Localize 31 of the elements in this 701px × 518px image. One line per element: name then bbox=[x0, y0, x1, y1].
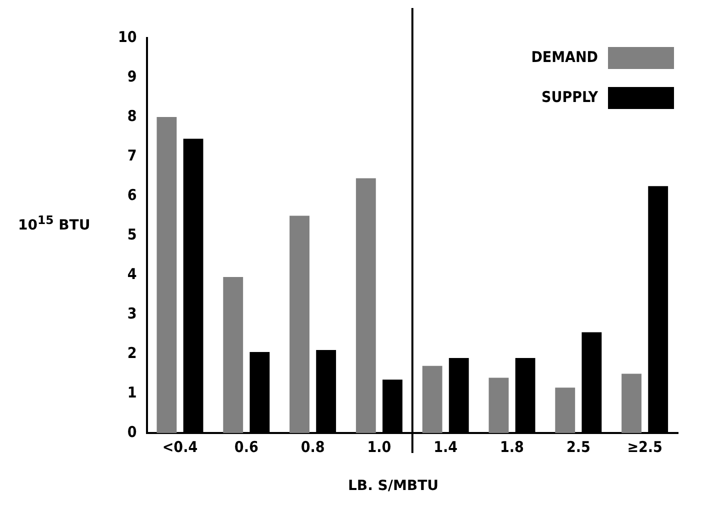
y-tick-label: 2 bbox=[127, 344, 137, 362]
bar bbox=[555, 388, 576, 433]
y-axis-title: 10$^{15}$ BTU bbox=[18, 213, 90, 234]
x-tick-label: 2.5 bbox=[566, 438, 590, 456]
bar bbox=[356, 178, 376, 433]
y-tick-label: 4 bbox=[127, 264, 137, 283]
y-tick-label: 7 bbox=[127, 146, 137, 164]
x-axis-title: LB. S/MBTU bbox=[348, 478, 439, 494]
x-tick-label: 1.0 bbox=[367, 438, 392, 456]
y-tick-label: 8 bbox=[127, 106, 137, 125]
y-tick-label: 9 bbox=[127, 67, 137, 86]
bar bbox=[488, 378, 509, 433]
x-tick-label: <0.4 bbox=[162, 438, 198, 456]
y-tick-label: 3 bbox=[127, 304, 137, 322]
legend-label: SUPPLY bbox=[542, 88, 598, 106]
y-tick-label: 6 bbox=[127, 186, 137, 204]
y-tick-label: 1 bbox=[127, 383, 137, 402]
bar bbox=[422, 366, 442, 433]
x-tick-label: 0.6 bbox=[234, 438, 258, 456]
y-tick-label: 10 bbox=[118, 28, 137, 46]
bar bbox=[290, 216, 310, 433]
x-tick-label: 0.8 bbox=[300, 438, 325, 456]
bar bbox=[223, 276, 244, 433]
bar bbox=[156, 117, 177, 433]
x-tick-label: 1.8 bbox=[500, 438, 524, 456]
y-tick-label: 0 bbox=[127, 422, 137, 441]
y-tick-label: 5 bbox=[127, 225, 137, 244]
x-tick-label: 1.4 bbox=[434, 438, 458, 456]
legend-label: DEMAND bbox=[531, 48, 598, 66]
x-tick-label: ≥2.5 bbox=[627, 438, 662, 456]
bar bbox=[622, 374, 642, 433]
